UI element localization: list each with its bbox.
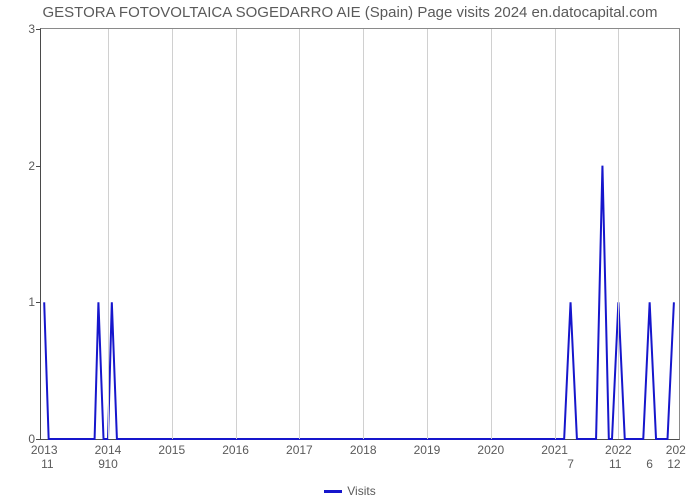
x-gridline (172, 29, 173, 439)
y-axis-label: 2 (28, 159, 35, 173)
x-axis-label: 2015 (158, 443, 185, 457)
chart-container: GESTORA FOTOVOLTAICA SOGEDARRO AIE (Spai… (0, 0, 700, 500)
legend: Visits (0, 484, 700, 498)
x-axis-minor-label: 7 (567, 457, 574, 471)
legend-label: Visits (347, 484, 375, 498)
y-axis-label: 3 (28, 22, 35, 36)
x-gridline (236, 29, 237, 439)
x-gridline (427, 29, 428, 439)
x-axis-minor-label: 10 (104, 457, 117, 471)
x-axis-minor-label: 11 (41, 457, 53, 471)
line-series (41, 29, 679, 439)
x-axis-minor-label: 6 (646, 457, 653, 471)
x-gridline (555, 29, 556, 439)
x-gridline (491, 29, 492, 439)
x-axis-label: 2022 (605, 443, 632, 457)
y-axis-tick (36, 166, 41, 167)
legend-swatch (324, 490, 342, 493)
x-axis-label: 2019 (414, 443, 441, 457)
x-gridline (299, 29, 300, 439)
y-axis-tick (36, 302, 41, 303)
x-axis-label: 2016 (222, 443, 249, 457)
x-axis-label: 2014 (95, 443, 122, 457)
y-axis-tick (36, 29, 41, 30)
x-axis-label: 2013 (31, 443, 58, 457)
x-axis-minor-label: 12 (667, 457, 680, 471)
chart-title: GESTORA FOTOVOLTAICA SOGEDARRO AIE (Spai… (0, 4, 700, 21)
visits-line (44, 166, 674, 439)
x-axis-label: 2021 (541, 443, 568, 457)
plot-area: 0123201320142015201620172018201920202021… (40, 28, 680, 440)
x-axis-minor-label: 11 (609, 457, 621, 471)
x-axis-label: 2017 (286, 443, 313, 457)
y-axis-label: 1 (28, 295, 35, 309)
y-axis-tick (36, 439, 41, 440)
x-gridline (618, 29, 619, 439)
x-gridline (108, 29, 109, 439)
x-axis-label: 2018 (350, 443, 377, 457)
x-axis-label: 202 (666, 443, 686, 457)
x-gridline (363, 29, 364, 439)
x-axis-label: 2020 (477, 443, 504, 457)
